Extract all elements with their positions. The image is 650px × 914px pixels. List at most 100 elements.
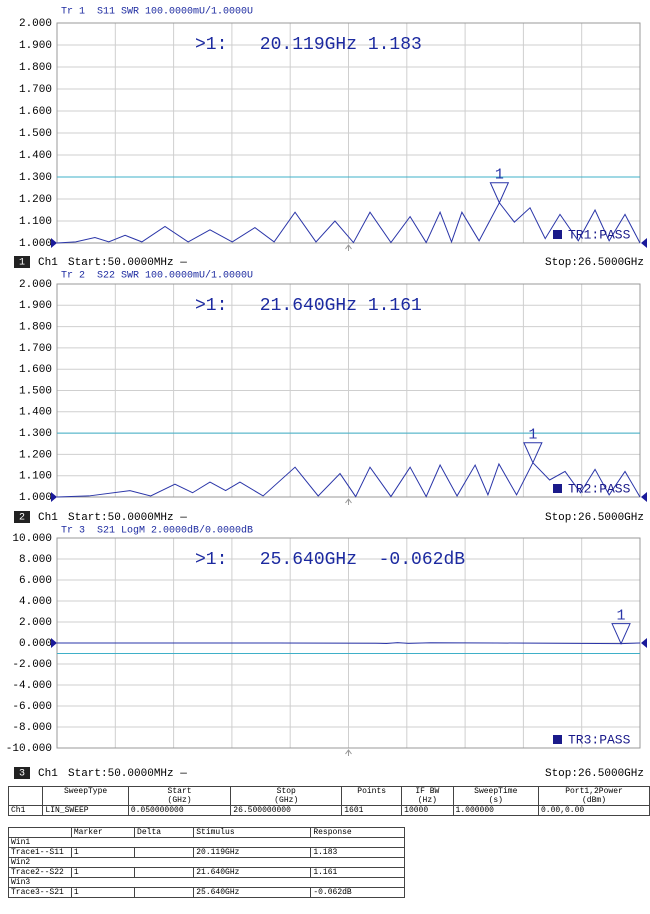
window-row: Win1	[8, 837, 405, 848]
y-tick-label: 8.000	[19, 554, 52, 566]
window-cell: Win2	[8, 857, 405, 868]
pass-label: TR2:PASS	[568, 481, 631, 496]
charts: 2.000 1.900 1.800 1.700 1.600 1.500 1.400 1.300…	[6, 6, 647, 780]
header-row: Marker Delta Stimulus Response	[8, 827, 405, 838]
marker-label: 1	[617, 608, 626, 625]
window-box	[14, 767, 30, 779]
header-name: SweepTime	[474, 787, 518, 796]
pass-box	[553, 484, 562, 493]
y-tick-label: 10.000	[12, 533, 52, 545]
y-tick-label: -4.000	[12, 680, 52, 692]
data-row: Trace3--S21 1 25.640GHz -0.062dB	[8, 887, 405, 898]
header-cell	[8, 827, 72, 838]
header-unit: (dBm)	[581, 796, 606, 805]
y-tick-label: 1.600	[19, 106, 52, 118]
header-name: Start	[167, 787, 192, 796]
window-cell: Win3	[8, 877, 405, 888]
plot-frame	[56, 283, 641, 498]
trace-line	[57, 642, 641, 645]
y-tick-label: -8.000	[12, 722, 52, 734]
delta-cell	[134, 847, 195, 858]
y-tick-label: 2.000	[19, 279, 52, 291]
y-tick-label: 1.500	[19, 385, 52, 397]
ref-marker-left	[51, 492, 57, 502]
y-tick-label: 1.800	[19, 322, 52, 334]
y-tick-label: 4.000	[19, 596, 52, 608]
response-cell: 1.183	[310, 847, 405, 858]
header-name: Port1,2Power	[565, 787, 623, 796]
y-tick-label: 2.000	[19, 18, 52, 30]
marker-cell: 1	[70, 847, 136, 858]
y-tick-label: 1.800	[19, 62, 52, 74]
trace-title: Tr 2 S22 SWR 100.0000mU/1.0000U	[61, 270, 253, 282]
center-caret	[345, 244, 352, 251]
marker-triangle	[489, 182, 510, 204]
pass-label: TR3:PASS	[568, 732, 631, 747]
marker-cell: 1	[70, 887, 136, 898]
y-tick-label: 2.000	[19, 617, 52, 629]
cell: 26.500000000	[230, 805, 343, 816]
channel-label: Ch1	[38, 768, 58, 780]
ref-marker-left	[51, 238, 57, 248]
y-tick-label: -2.000	[12, 659, 52, 671]
stop-label: Stop:26.5000GHz	[545, 768, 644, 780]
start-label: Start:50.0000MHz —	[68, 768, 187, 780]
pass-label: TR1:PASS	[568, 227, 631, 242]
window-number: 2	[19, 513, 25, 524]
y-tick-label: 1.000	[19, 238, 52, 250]
cell: LIN_SWEEP	[42, 805, 129, 816]
header-unit: (GHz)	[274, 796, 299, 805]
marker-label: 1	[528, 427, 537, 444]
trace-cell: Trace2--S22	[8, 867, 72, 878]
start-label: Start:50.0000MHz —	[68, 257, 187, 269]
marker-triangle	[523, 442, 543, 464]
center-caret	[345, 749, 352, 756]
y-tick-label: 1.400	[19, 150, 52, 162]
marker-readout: >1: 25.640GHz -0.062dB	[195, 550, 465, 570]
data-row: Trace2--S22 1 21.640GHz 1.161	[8, 867, 405, 878]
header-name: IF BW	[415, 787, 440, 796]
ref-marker-left	[51, 638, 57, 648]
pass-box	[553, 735, 562, 744]
response-cell: 1.161	[310, 867, 405, 878]
header-unit: (Hz)	[417, 796, 437, 805]
window-box	[14, 511, 30, 523]
window-number: 3	[19, 769, 25, 780]
header-unit: (GHz)	[167, 796, 192, 805]
window-box	[14, 256, 30, 268]
y-tick-label: 1.700	[19, 343, 52, 355]
window-row: Win3	[8, 877, 405, 888]
data-row: Trace1--S11 1 20.119GHz 1.183	[8, 847, 405, 858]
header-cell: Start (GHz)	[127, 786, 232, 806]
header-name: Stop	[276, 787, 296, 796]
marker-readout: >1: 21.640GHz 1.161	[195, 296, 422, 316]
header-cell: Response	[310, 827, 405, 838]
header-name: Points	[357, 787, 387, 796]
stop-label: Stop:26.5000GHz	[545, 257, 644, 269]
channel-label: Ch1	[38, 257, 58, 269]
window-number: 1	[19, 258, 25, 269]
ref-marker-right	[641, 238, 647, 248]
y-tick-label: 1.000	[19, 492, 52, 504]
response-cell: -0.062dB	[310, 887, 405, 898]
marker-cell: 1	[70, 867, 136, 878]
marker-readout: >1: 20.119GHz 1.183	[195, 35, 422, 55]
stimulus-cell: 25.640GHz	[193, 887, 312, 898]
start-label: Start:50.0000MHz —	[68, 512, 187, 524]
cell: Ch1	[7, 805, 44, 816]
trace-cell: Trace3--S21	[8, 887, 72, 898]
data-row: Ch1 LIN_SWEEP 0.050000000 26.500000000 1601 1…	[7, 805, 650, 816]
stop-label: Stop:26.5000GHz	[545, 512, 644, 524]
y-tick-label: -10.000	[6, 743, 52, 755]
cell: 1.000000	[452, 805, 539, 816]
center-caret	[345, 498, 352, 505]
header-cell: Port1,2Power (dBm)	[537, 786, 650, 806]
channel-label: Ch1	[38, 512, 58, 524]
plot-frame	[56, 22, 641, 244]
window-cell: Win1	[8, 837, 405, 848]
y-tick-label: 1.600	[19, 364, 52, 376]
stimulus-cell: 21.640GHz	[193, 867, 312, 878]
cell: 1601	[341, 805, 403, 816]
header-name: SweepType	[64, 787, 108, 796]
